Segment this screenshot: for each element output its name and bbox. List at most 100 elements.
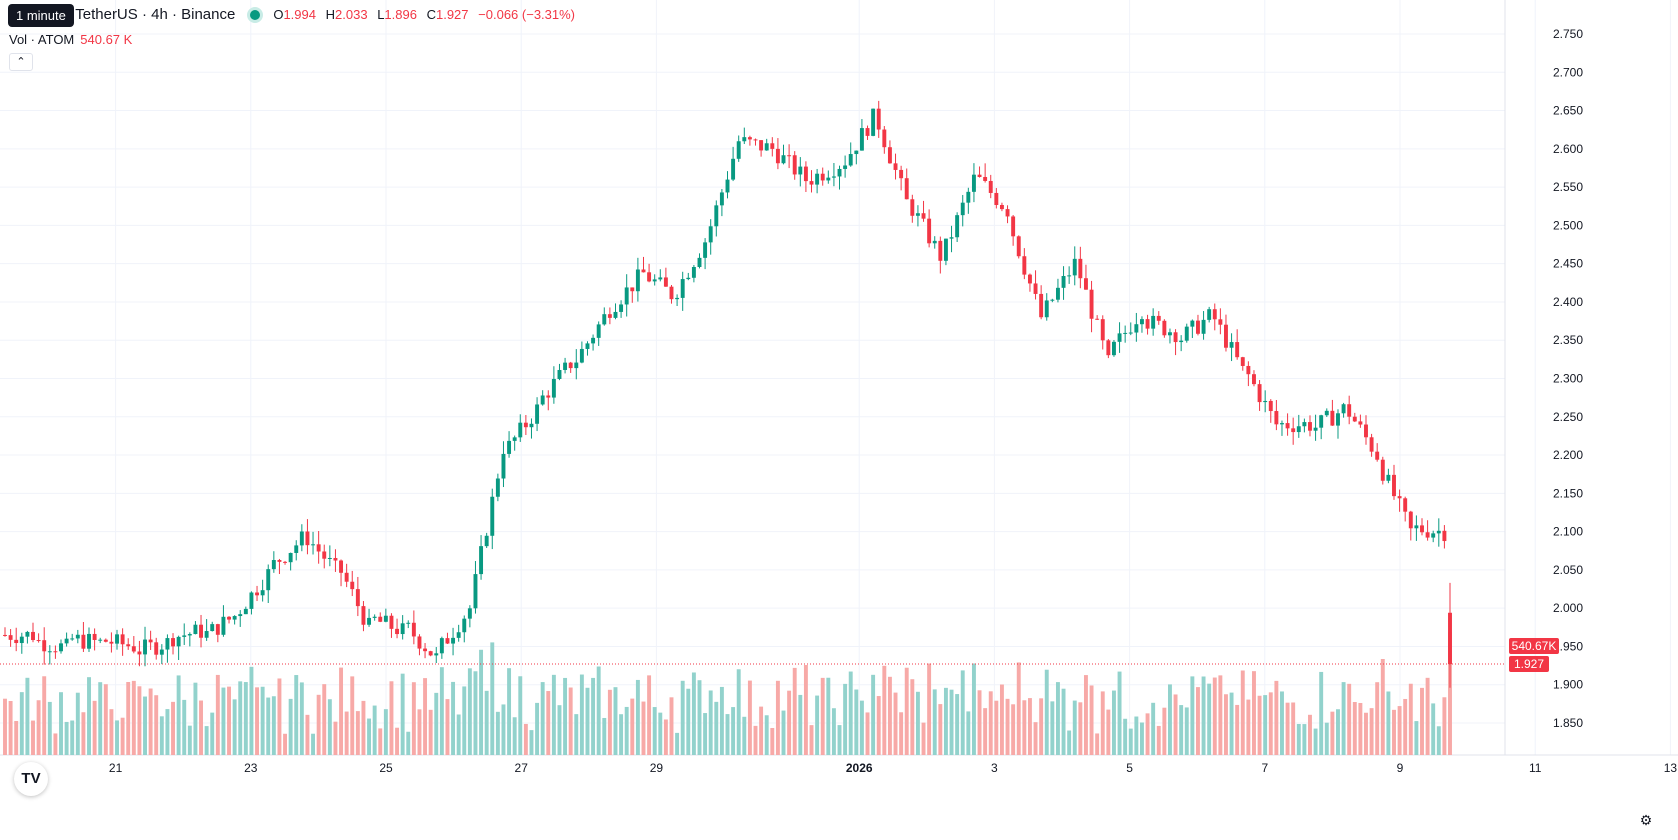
candle-body (837, 168, 842, 177)
candle-body (619, 304, 624, 312)
collapse-legend-button[interactable]: ⌃ (9, 53, 33, 71)
candle-body (1403, 498, 1408, 512)
candle-body (423, 648, 428, 652)
volume-bar (899, 712, 904, 755)
volume-bar (1190, 676, 1195, 755)
candle-body (36, 640, 41, 642)
candle-body (501, 453, 506, 479)
volume-tag-bg (1509, 638, 1559, 655)
candle-body (915, 213, 920, 216)
volume-bar (473, 671, 478, 755)
y-tick-label: 1.900 (1553, 678, 1583, 692)
candle-body (1352, 416, 1357, 422)
volume-bar (1336, 709, 1340, 755)
candle-body (831, 176, 836, 178)
volume-bar (1274, 680, 1279, 755)
volume-bar (1134, 716, 1139, 755)
volume-bar (210, 712, 215, 755)
volume-bar (1005, 698, 1010, 755)
y-tick-label: 2.500 (1553, 218, 1583, 232)
volume-bar (120, 717, 125, 755)
volume-bar (977, 690, 982, 755)
candle-body (943, 238, 948, 261)
volume-bar (1173, 694, 1178, 755)
volume-bar (1207, 683, 1212, 755)
volume-bar (921, 722, 926, 755)
candle-body (1145, 319, 1150, 329)
gear-icon[interactable]: ⚙ (1639, 812, 1653, 828)
candle-body (1369, 437, 1374, 452)
candle-body (1083, 278, 1088, 290)
candle-body (47, 651, 52, 653)
candle-body (635, 269, 640, 292)
candle-body (1005, 209, 1010, 217)
volume-bar (445, 699, 450, 755)
candle-body (753, 139, 758, 141)
candle-body (428, 651, 433, 656)
volume-bar (1044, 669, 1049, 755)
candle-body (1173, 332, 1178, 343)
y-tick-label: 2.150 (1553, 486, 1583, 500)
candle-body (137, 651, 142, 655)
candle-body (736, 141, 741, 159)
volume-bar (159, 716, 164, 755)
volume-bar (243, 682, 248, 755)
candle-body (467, 608, 472, 619)
candle-body (355, 589, 360, 607)
volume-bar (915, 691, 920, 755)
volume-bar (938, 704, 943, 755)
change-value: −0.066 (−3.31%) (478, 7, 576, 22)
candle-body (775, 148, 780, 164)
candle-body (843, 165, 848, 169)
volume-bar (960, 670, 965, 755)
candle-body (372, 616, 377, 618)
volume-bar (456, 714, 461, 755)
candle-body (1364, 424, 1368, 438)
volume-bar (1106, 709, 1111, 755)
candle-body (1240, 357, 1245, 366)
volume-bar (1095, 733, 1100, 755)
volume-bar (1078, 702, 1083, 755)
tradingview-logo-icon[interactable]: TV (14, 762, 48, 796)
volume-bar (932, 689, 937, 755)
candle-body (535, 404, 540, 424)
volume-bar (154, 695, 159, 755)
candle-body (652, 279, 657, 282)
low-value: 1.896 (384, 7, 417, 22)
candle-body (249, 592, 254, 609)
x-tick-label: 11 (1529, 761, 1542, 775)
volume-bar (1313, 728, 1318, 755)
high-label: H (325, 7, 336, 22)
volume-bar (887, 676, 892, 755)
candle-body (1302, 422, 1307, 427)
candle-body (81, 634, 86, 649)
volume-bar (910, 679, 915, 755)
candle-body (1050, 299, 1055, 301)
candle-body (1123, 332, 1128, 334)
candle-body (557, 369, 562, 379)
candle-body (921, 213, 926, 219)
candle-body (1313, 427, 1318, 431)
candle-body (1431, 533, 1436, 538)
candle-body (1425, 532, 1430, 538)
volume-bar (1196, 687, 1200, 755)
volume-bar (1364, 712, 1368, 755)
volume-bar (1039, 698, 1044, 755)
volume-bar (215, 674, 220, 755)
volume-bar (1033, 722, 1038, 755)
candle-body (3, 634, 7, 636)
volume-bar (635, 679, 640, 755)
volume-bar (988, 691, 993, 755)
candle-body (1380, 459, 1385, 481)
volume-bar (1050, 701, 1055, 755)
volume-bar (1324, 722, 1329, 755)
volume-bar (81, 712, 86, 755)
volume-bar (630, 698, 635, 755)
volume-bar (770, 727, 775, 755)
candle-body (932, 240, 937, 244)
candle-body (680, 279, 685, 298)
volume-bar (1296, 723, 1301, 755)
volume-bar (1268, 692, 1273, 755)
